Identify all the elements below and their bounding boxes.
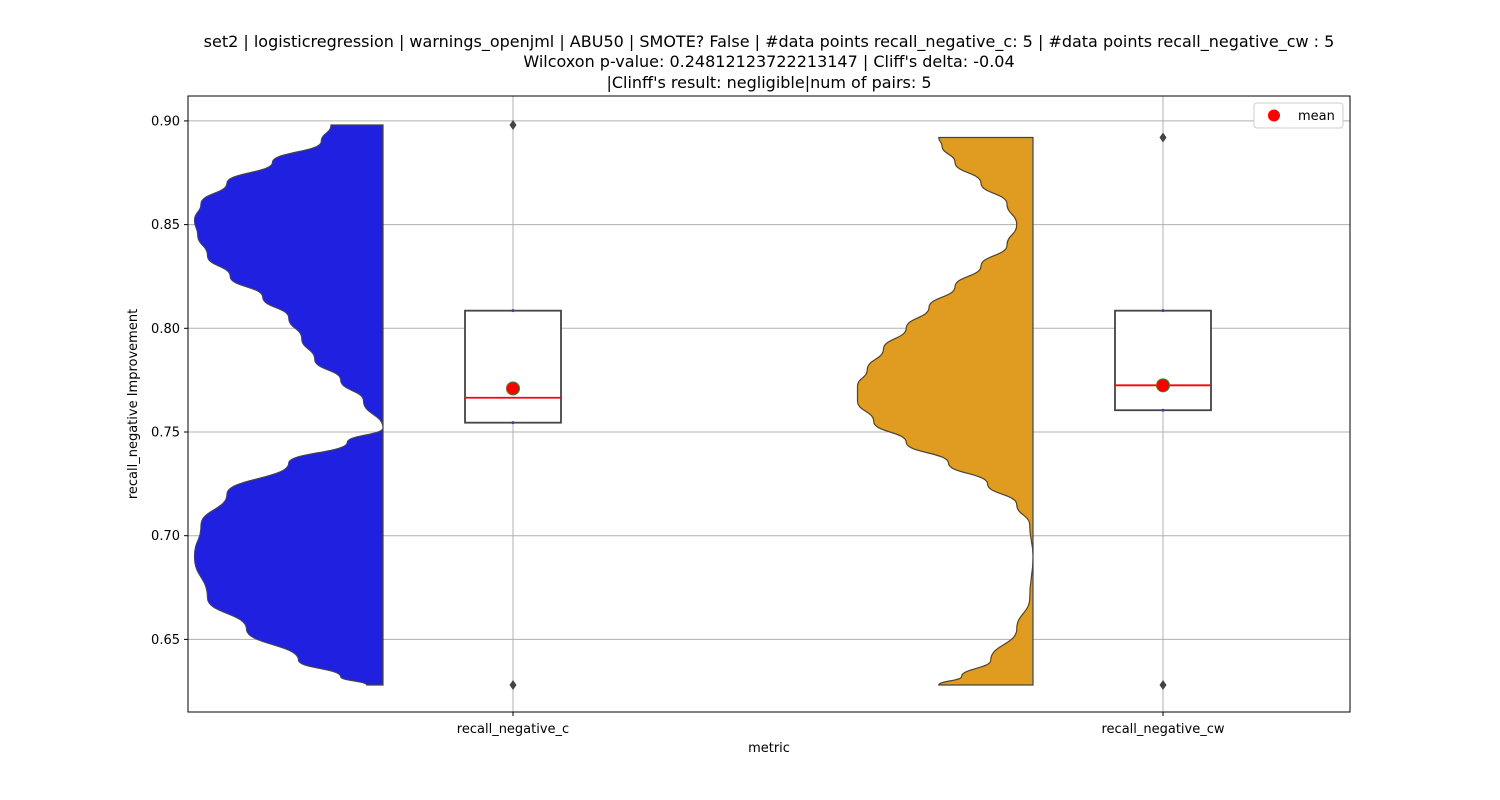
outlier-point	[509, 680, 517, 691]
outlier-point	[509, 120, 517, 131]
y-tick-label: 0.85	[151, 218, 180, 233]
whisker-cap-high	[511, 309, 515, 313]
x-axis-label: metric	[748, 741, 790, 756]
y-tick-label: 0.75	[151, 426, 180, 441]
box	[464, 309, 562, 424]
whisker-cap-low	[511, 421, 515, 425]
chart-title-line-3: |Clinff's result: negligible|num of pair…	[606, 73, 931, 92]
whisker-cap-high	[1161, 309, 1165, 313]
violin-half	[193, 124, 384, 686]
plot-frame	[187, 95, 1351, 713]
violin-half	[856, 136, 1034, 686]
x-tick-label: recall_negative_cw	[1101, 722, 1224, 737]
y-tick-label: 0.65	[151, 633, 180, 648]
legend-box	[1253, 102, 1344, 129]
chart-title-line-1: set2 | logisticregression | warnings_ope…	[204, 32, 1335, 52]
box	[1114, 309, 1212, 412]
outlier-point	[1159, 132, 1167, 143]
y-tick-label: 0.90	[151, 114, 180, 129]
mean-marker	[506, 381, 520, 396]
y-axis-label: recall_negative Improvement	[126, 309, 141, 499]
x-axis: recall_negative_c recall_negative_cw	[457, 712, 1225, 737]
chart-title-line-2: Wilcoxon p-value: 0.24812123722213147 | …	[523, 52, 1014, 71]
legend-label: mean	[1298, 109, 1335, 124]
y-tick-label: 0.80	[151, 322, 180, 337]
whisker-cap-low	[1161, 408, 1165, 412]
y-axis: 0.65 0.70 0.75 0.80 0.85 0.90	[151, 114, 188, 648]
box-layer	[464, 120, 1212, 691]
legend: mean	[1253, 102, 1344, 129]
mean-marker	[1156, 378, 1170, 393]
x-tick-label: recall_negative_c	[457, 722, 569, 737]
violin-layer	[193, 124, 1034, 686]
legend-mean-marker	[1268, 109, 1280, 122]
outlier-point	[1159, 680, 1167, 691]
y-tick-label: 0.70	[151, 529, 180, 544]
